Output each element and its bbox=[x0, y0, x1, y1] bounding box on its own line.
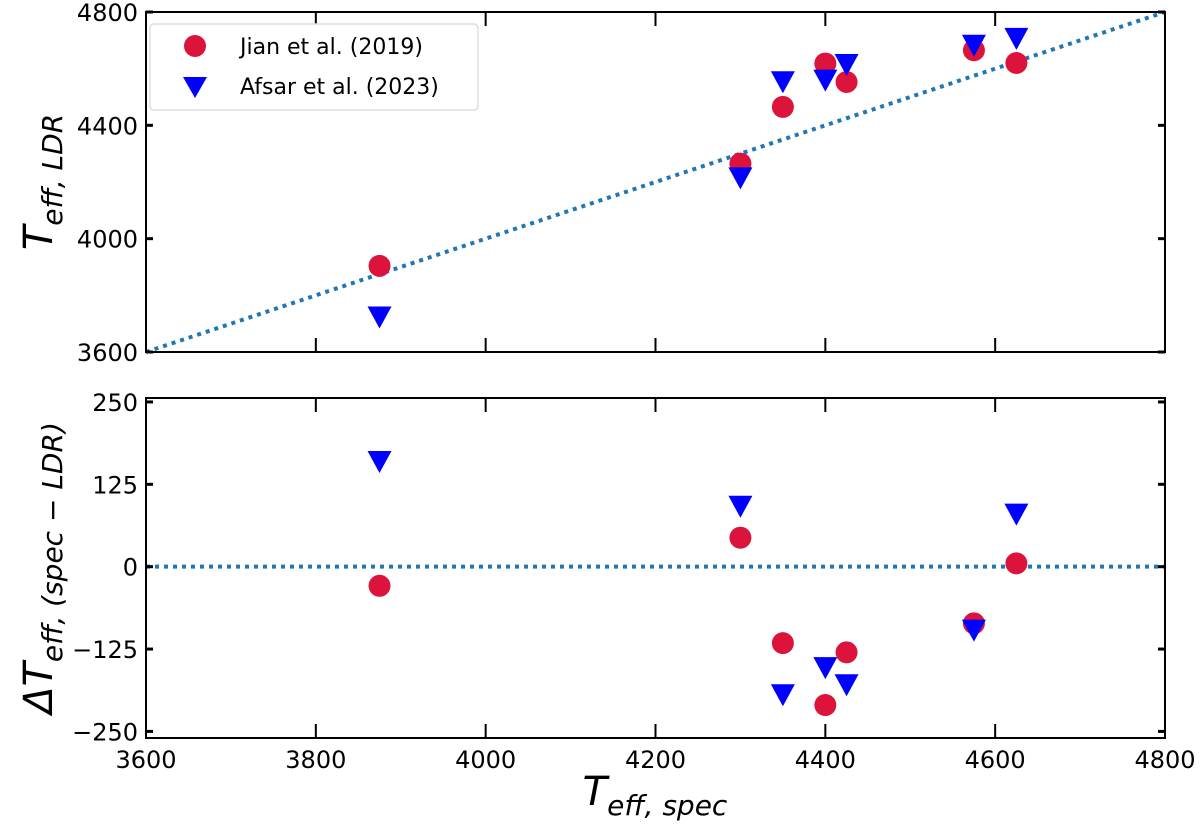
y-tick-label: 3600 bbox=[77, 339, 138, 367]
top-ylabel: Teff, LDR bbox=[16, 114, 69, 250]
x-tick-label: 4400 bbox=[795, 746, 856, 774]
point-jian bbox=[835, 70, 858, 93]
point-afsar bbox=[728, 495, 753, 518]
point-afsar bbox=[1004, 503, 1029, 526]
point-afsar bbox=[728, 167, 753, 190]
point-jian bbox=[368, 574, 391, 597]
point-afsar bbox=[961, 619, 986, 642]
point-jian bbox=[835, 641, 858, 664]
x-tick-label: 4000 bbox=[455, 746, 516, 774]
y-tick-label: 4000 bbox=[77, 226, 138, 254]
legend-box bbox=[149, 23, 479, 111]
legend-label-afsar: Afsar et al. (2023) bbox=[240, 75, 439, 100]
legend-label-jian: Jian et al. (2019) bbox=[238, 35, 423, 60]
y-tick-label: 0 bbox=[123, 554, 138, 582]
point-afsar bbox=[1004, 27, 1029, 50]
point-afsar bbox=[770, 71, 795, 94]
point-jian bbox=[368, 254, 391, 277]
x-tick-label: 3600 bbox=[115, 746, 176, 774]
y-tick-label: −250 bbox=[72, 718, 138, 746]
point-afsar bbox=[834, 54, 859, 76]
point-jian bbox=[1005, 552, 1028, 575]
point-afsar bbox=[770, 684, 795, 707]
point-afsar bbox=[961, 34, 986, 57]
point-jian bbox=[771, 632, 794, 655]
x-tick-label: 3800 bbox=[285, 746, 346, 774]
legend: Jian et al. (2019) Afsar et al. (2023) bbox=[149, 23, 479, 111]
x-tick-label: 4600 bbox=[965, 746, 1026, 774]
y-tick-label: 125 bbox=[92, 471, 138, 499]
point-afsar bbox=[367, 450, 392, 473]
legend-marker-jian bbox=[184, 35, 206, 57]
y-tick-label: 250 bbox=[92, 389, 138, 417]
x-tick-label: 4800 bbox=[1134, 746, 1195, 774]
x-axis-label: Teff, spec bbox=[583, 769, 728, 822]
top-panel: 3600 4000 4400 4800 bbox=[77, 0, 1166, 367]
point-jian bbox=[1005, 52, 1028, 74]
point-jian bbox=[771, 95, 794, 118]
x-tick-label: 4200 bbox=[625, 746, 686, 774]
point-afsar bbox=[834, 674, 859, 697]
y-tick-label: 4400 bbox=[77, 112, 138, 140]
point-afsar bbox=[813, 657, 838, 680]
point-jian bbox=[729, 526, 752, 549]
point-afsar bbox=[367, 306, 392, 329]
y-tick-label: 4800 bbox=[77, 0, 138, 27]
y-tick-label: −125 bbox=[72, 636, 138, 664]
bottom-panel: 3600 3800 4000 4200 4400 4600 4800 −250 −125 0 125… bbox=[72, 389, 1195, 774]
bottom-ylabel: ΔTeff, (spec − LDR) bbox=[16, 422, 69, 717]
point-jian bbox=[814, 52, 837, 75]
legend-marker-afsar bbox=[183, 77, 207, 98]
point-afsar bbox=[813, 69, 838, 92]
point-jian bbox=[814, 694, 837, 717]
